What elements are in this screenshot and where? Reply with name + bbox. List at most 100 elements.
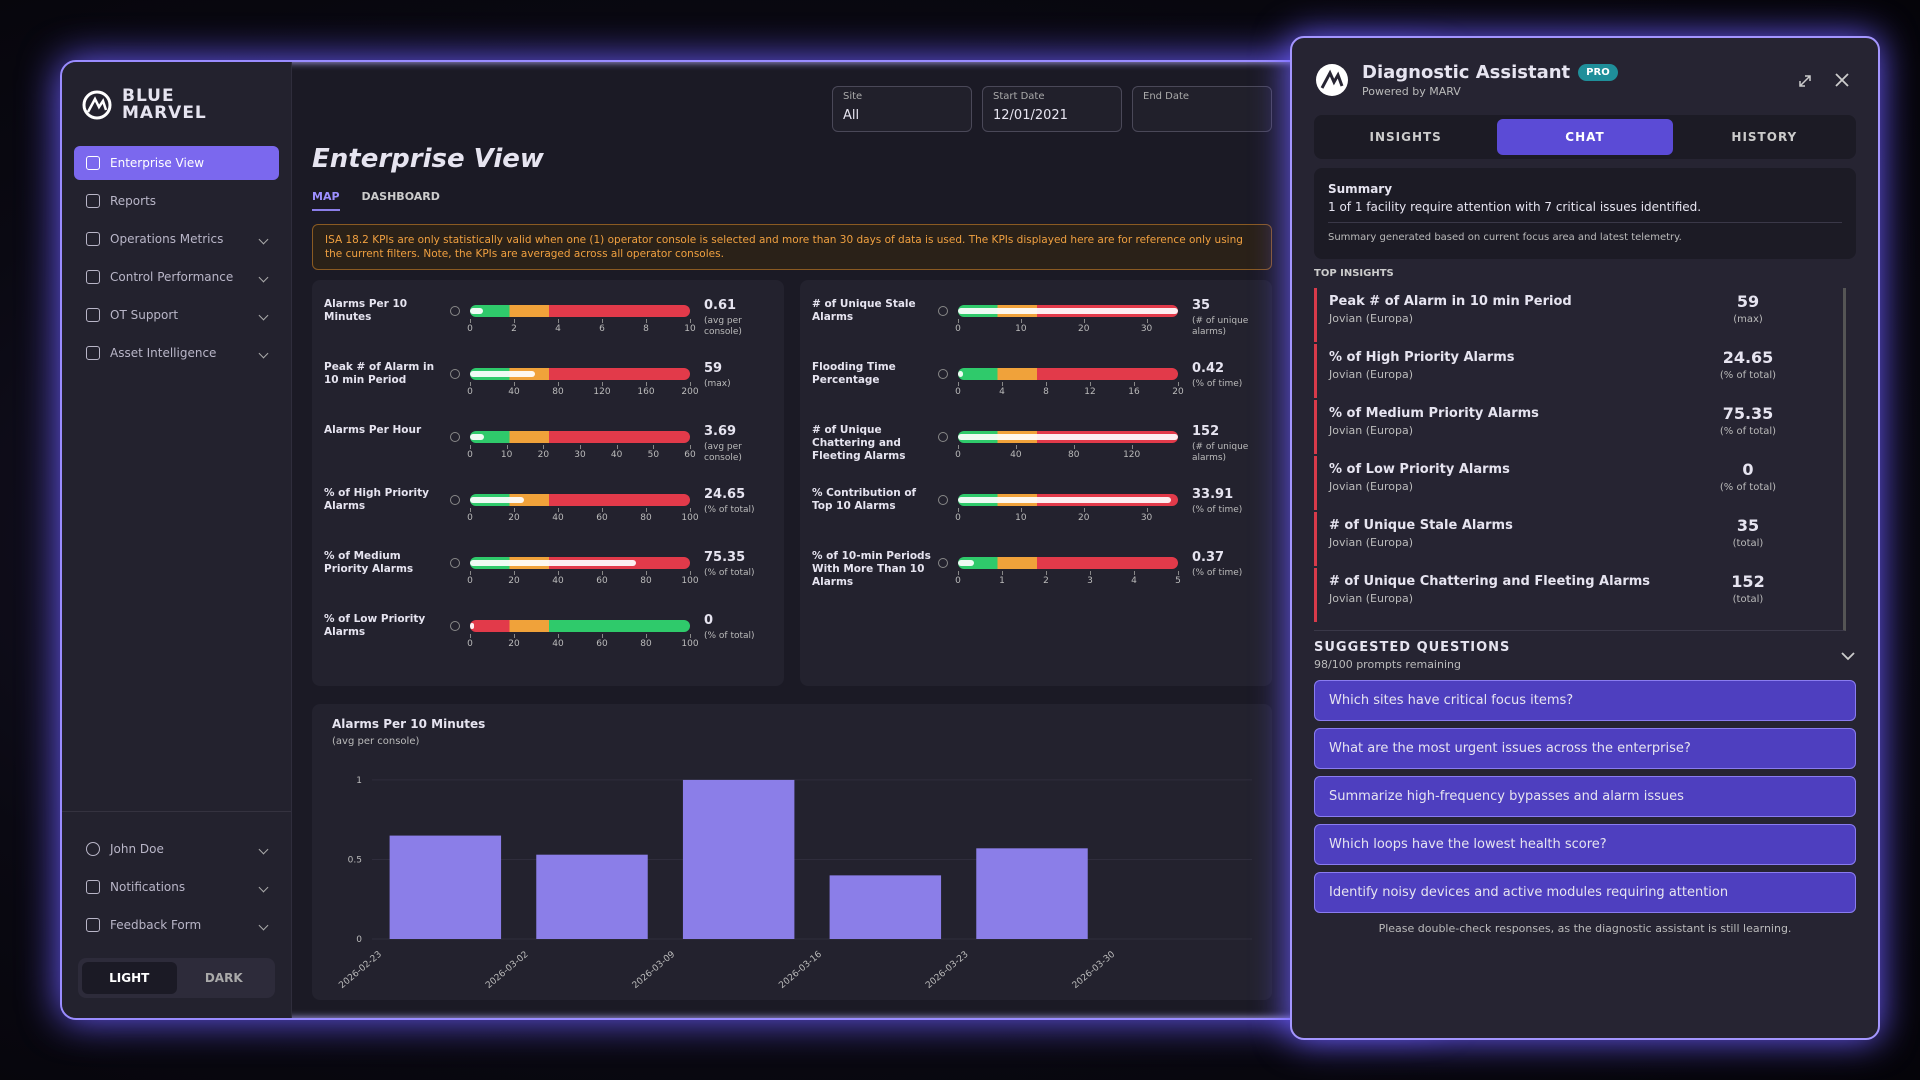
kpi-unit: (# of unique alarms) bbox=[1192, 442, 1249, 463]
kpi-unit: (% of total) bbox=[704, 568, 755, 578]
info-icon bbox=[938, 306, 948, 316]
kpi-row: % of 10-min Periods With More Than 10 Al… bbox=[800, 544, 1272, 607]
tick-label: 40 bbox=[1010, 450, 1022, 460]
suggested-question[interactable]: What are the most urgent issues across t… bbox=[1314, 728, 1856, 769]
bar bbox=[829, 875, 942, 939]
view-tabs: MAP DASHBOARD bbox=[312, 190, 440, 211]
tick-label: 0 bbox=[467, 387, 473, 397]
y-tick-label: 0 bbox=[356, 935, 362, 945]
x-tick-label: 2026-03-09 bbox=[631, 949, 678, 990]
summary-text: 1 of 1 facility require attention with 7… bbox=[1328, 200, 1702, 214]
kpi-track bbox=[470, 620, 690, 632]
tab[interactable]: CHAT bbox=[1497, 119, 1673, 155]
suggested-question[interactable]: Summarize high-frequency bypasses and al… bbox=[1314, 776, 1856, 817]
tick-mark bbox=[646, 319, 647, 323]
tick-mark bbox=[1046, 382, 1047, 386]
tick-label: 60 bbox=[596, 576, 608, 586]
suggested-question[interactable]: Which loops have the lowest health score… bbox=[1314, 824, 1856, 865]
insight-unit: (total) bbox=[1732, 538, 1764, 549]
filter[interactable]: Site All bbox=[832, 86, 972, 132]
nav-label: Feedback Form bbox=[110, 918, 202, 932]
insight-value: 75.35 bbox=[1722, 404, 1774, 423]
tab[interactable]: HISTORY bbox=[1731, 130, 1798, 144]
tick-mark bbox=[1046, 571, 1047, 575]
tick-label: 80 bbox=[640, 639, 652, 649]
kpi-track bbox=[958, 431, 1178, 443]
tick-label: 10 bbox=[1015, 324, 1027, 334]
tick-mark bbox=[646, 508, 647, 512]
user-menu[interactable]: John Doe bbox=[74, 832, 279, 866]
info-icon bbox=[450, 558, 460, 568]
kpi-fill bbox=[470, 560, 636, 566]
tick-label: 10 bbox=[500, 450, 513, 460]
tick-mark bbox=[1020, 508, 1022, 512]
tab[interactable]: MAP bbox=[312, 190, 340, 211]
tick-label: 120 bbox=[593, 387, 611, 397]
tick-label: 20 bbox=[537, 450, 550, 460]
kpi-fill bbox=[470, 434, 484, 440]
filter[interactable]: Start Date 12/01/2021 bbox=[982, 86, 1122, 132]
tick-mark bbox=[958, 382, 959, 386]
tick-label: 40 bbox=[552, 639, 564, 649]
insight-name: % of High Priority Alarms bbox=[1329, 350, 1515, 365]
theme-dark[interactable]: DARK bbox=[204, 971, 243, 985]
nav-item[interactable]: OT Support bbox=[74, 298, 279, 332]
kpi-track bbox=[958, 305, 1178, 317]
disclaimer: Please double-check responses, as the di… bbox=[1378, 922, 1792, 935]
kpi-unit: (avg per console) bbox=[704, 316, 742, 337]
tab[interactable]: INSIGHTS bbox=[1369, 130, 1442, 144]
tick-label: 60 bbox=[684, 450, 696, 460]
tick-mark bbox=[690, 445, 691, 449]
chart: Alarms Per 10 Minutes (avg per console) … bbox=[332, 717, 1252, 991]
tick-mark bbox=[602, 571, 603, 575]
tick-label: 60 bbox=[596, 639, 608, 649]
tick-mark bbox=[602, 634, 603, 638]
suggested-question[interactable]: Identify noisy devices and active module… bbox=[1314, 872, 1856, 913]
collapse-icon[interactable] bbox=[1840, 651, 1856, 661]
tick-mark bbox=[558, 382, 559, 386]
insight-value: 0 bbox=[1742, 460, 1754, 479]
tick-mark bbox=[1083, 319, 1085, 323]
insight-unit: (total) bbox=[1732, 594, 1764, 605]
filter-label: End Date bbox=[1143, 91, 1190, 102]
nav-label: Reports bbox=[110, 194, 157, 208]
window-controls[interactable] bbox=[1796, 70, 1856, 90]
nav-item[interactable]: Operations Metrics bbox=[74, 222, 279, 256]
nav-item[interactable]: Reports bbox=[74, 184, 279, 218]
tick-label: 0 bbox=[955, 324, 961, 334]
nav-item[interactable]: Control Performance bbox=[74, 260, 279, 294]
kpi-fill bbox=[958, 497, 1172, 503]
bar bbox=[976, 848, 1088, 939]
insight-unit: (max) bbox=[1733, 314, 1763, 325]
tick-label: 20 bbox=[508, 576, 520, 586]
kpi-fill bbox=[470, 308, 484, 314]
nav-item[interactable]: Notifications bbox=[74, 870, 279, 904]
tick-label: 4 bbox=[1131, 576, 1137, 586]
kpi-value: 75.35 bbox=[704, 550, 746, 565]
theme-light[interactable]: LIGHT bbox=[82, 962, 177, 994]
tick-label: 100 bbox=[681, 576, 699, 586]
sidebar: BLUE MARVEL Enterprise View Reports Opera… bbox=[62, 62, 292, 1018]
tab[interactable]: DASHBOARD bbox=[361, 190, 440, 203]
kpi-unit: (% of time) bbox=[1192, 568, 1243, 578]
summary: Summary 1 of 1 facility require attentio… bbox=[1314, 168, 1856, 259]
tick-label: 30 bbox=[1140, 324, 1153, 334]
tick-mark bbox=[646, 382, 647, 386]
kpi-value: 35 bbox=[1192, 298, 1211, 313]
tick-mark bbox=[543, 445, 545, 449]
filter-label: Start Date bbox=[993, 91, 1045, 102]
nav-item[interactable]: Enterprise View bbox=[74, 146, 279, 180]
nav-item[interactable]: Feedback Form bbox=[74, 908, 279, 942]
kpi-row: Peak # of Alarm in 10 min Period 0 40 80 120… bbox=[312, 355, 784, 418]
tick-mark bbox=[653, 445, 655, 449]
nav-item[interactable]: Asset Intelligence bbox=[74, 336, 279, 370]
insight-unit: (% of total) bbox=[1719, 482, 1777, 493]
insight-unit: (% of total) bbox=[1719, 370, 1777, 381]
tick-label: 20 bbox=[508, 639, 520, 649]
tick-label: 80 bbox=[640, 576, 652, 586]
suggested-question[interactable]: Which sites have critical focus items? bbox=[1314, 680, 1856, 721]
tick-mark bbox=[514, 634, 515, 638]
kpi-label: % of 10-min Periods With More Than 10 Al… bbox=[812, 550, 931, 588]
tick-mark bbox=[1073, 445, 1075, 449]
filter[interactable]: End Date bbox=[1132, 86, 1272, 132]
